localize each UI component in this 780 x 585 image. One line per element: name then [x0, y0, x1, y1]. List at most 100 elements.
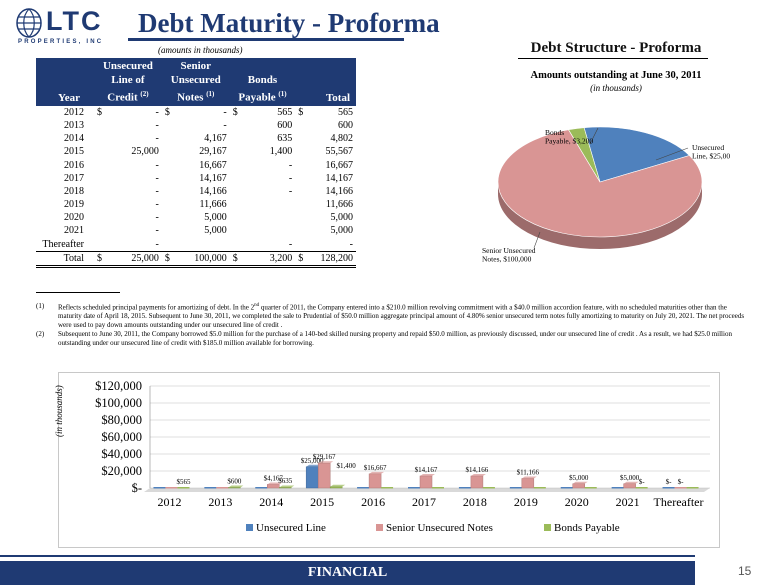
- bar-unsecured-line: [204, 487, 217, 489]
- dollar-sign: [162, 238, 172, 252]
- header-unsecured-line: Unsecured Line of Credit (2): [94, 58, 162, 106]
- dollar-sign: [162, 185, 172, 198]
- y-tick-label: $100,000: [95, 396, 142, 410]
- year-cell: 2013: [64, 119, 84, 131]
- bar-bonds-payable: [432, 487, 444, 489]
- company-logo: LTC PROPERTIES, INC: [16, 6, 124, 48]
- total-cell: 5,000: [330, 212, 354, 224]
- legend-label: Bonds Payable: [554, 522, 620, 534]
- y-tick-label: $80,000: [101, 413, 142, 427]
- legend-swatch-unsecured-line: [246, 524, 253, 531]
- bar-senior-unsecured-notes: [623, 483, 636, 489]
- bar-data-label: $-: [639, 478, 646, 486]
- footer-bar: [0, 561, 695, 585]
- bar-unsecured-line: [509, 487, 522, 489]
- senior-notes-cell: 100,000: [171, 250, 230, 268]
- bar-data-label: $4,167: [264, 474, 284, 482]
- senior-notes-cell: -: [223, 106, 227, 118]
- senior-notes-cell: 16,667: [199, 159, 227, 171]
- senior-notes-cell: 5,000: [204, 212, 227, 224]
- unsecured-line-cell: 25,000: [131, 146, 159, 158]
- year-cell: 2021: [64, 225, 84, 237]
- dollar-sign: [94, 185, 104, 198]
- pie-side-senior-unsecured-notes: [498, 182, 702, 249]
- x-tick-label: 2019: [514, 495, 538, 509]
- pie-label-bonds-payable: Bonds Payable, $3,200: [545, 128, 593, 146]
- unsecured-line-cell: -: [155, 212, 159, 224]
- pie-chart-subtitle: Amounts outstanding at June 30, 2011: [530, 70, 702, 81]
- bar-senior-unsecured-notes: [674, 487, 687, 489]
- bar-top-face: [318, 461, 334, 464]
- x-tick-label: 2017: [412, 495, 436, 509]
- bar-bonds-payable: [635, 487, 648, 489]
- table-row: 2015 25,000 29,167 1,400 55,567: [36, 145, 356, 158]
- bar-bonds-payable: [279, 487, 292, 489]
- x-tick-label: 2014: [259, 495, 283, 509]
- bar-senior-unsecured-notes: [165, 487, 178, 489]
- dollar-sign: $: [161, 250, 172, 268]
- bar-top-face: [470, 473, 486, 476]
- pie-label-senior-unsecured-notes: Senior Unsecured Notes, $100,000: [482, 246, 536, 264]
- bar-data-label: $-: [666, 478, 673, 486]
- footnotes: (1) Reflects scheduled principal payment…: [36, 302, 752, 348]
- bonds-payable-cell: -: [288, 172, 293, 184]
- table-row: 2021 - 5,000 5,000: [36, 224, 356, 237]
- page-number: 15: [738, 564, 752, 578]
- bar-data-label: $16,667: [364, 464, 387, 472]
- senior-notes-cell: 14,167: [199, 172, 227, 184]
- bar-senior-unsecured-notes: [419, 475, 433, 489]
- dollar-sign: [94, 238, 104, 252]
- footer-rule: [0, 555, 695, 557]
- table-total-row: Total $25,000 $100,000 $3,200 $128,200: [36, 250, 356, 268]
- bonds-payable-cell: 565: [277, 106, 293, 118]
- bar-data-label: $-: [678, 478, 685, 486]
- bar-data-label: $600: [227, 477, 242, 485]
- bar-data-label: $29,167: [313, 453, 336, 461]
- bar-top-face: [572, 481, 588, 484]
- dollar-sign: $: [298, 106, 304, 118]
- dollar-sign: [94, 145, 104, 158]
- total-cell: 600: [338, 119, 353, 131]
- legend-swatch-senior-unsecured-notes: [376, 524, 383, 531]
- senior-notes-cell: -: [223, 119, 227, 131]
- bar-bonds-payable: [482, 487, 495, 489]
- bonds-payable-cell: -: [288, 159, 293, 171]
- x-tick-label: Thereafter: [654, 495, 704, 509]
- year-cell: 2016: [64, 159, 84, 171]
- dollar-sign: [94, 132, 104, 145]
- total-cell: 14,166: [325, 185, 354, 197]
- pie-title-underline: [518, 58, 708, 59]
- total-cell: 4,802: [330, 133, 354, 145]
- total-cell: 128,200: [305, 250, 356, 268]
- bar-senior-unsecured-notes: [317, 462, 331, 489]
- bar-data-label: $11,166: [517, 469, 540, 477]
- table-row: 2016 - 16,667 - 16,667: [36, 158, 356, 171]
- year-cell: Thereafter: [42, 238, 84, 250]
- unsecured-line-cell: 25,000: [104, 250, 162, 268]
- bar-bonds-payable: [329, 486, 343, 489]
- total-cell: 5,000: [330, 225, 354, 237]
- bonds-payable-cell: 600: [277, 119, 293, 131]
- year-cell: 2019: [64, 199, 84, 211]
- dollar-sign: [94, 172, 104, 185]
- header-bonds-payable: Bonds Payable (1): [229, 58, 296, 106]
- pie-slice-senior-unsecured-notes: [497, 129, 703, 238]
- dollar-sign: [295, 238, 305, 252]
- year-cell: 2020: [64, 212, 84, 224]
- bar-unsecured-line: [408, 487, 420, 489]
- legend-swatch-bonds-payable: [544, 524, 551, 531]
- page-subtitle: (amounts in thousands): [158, 45, 243, 55]
- dollar-sign: $: [164, 106, 170, 118]
- dollar-sign: [295, 119, 305, 132]
- senior-notes-cell: 4,167: [204, 133, 227, 145]
- bar-bonds-payable: [584, 487, 597, 489]
- y-tick-label: $20,000: [101, 464, 142, 478]
- year-cell: 2014: [64, 133, 84, 145]
- unsecured-line-cell: -: [155, 225, 159, 237]
- legend-label: Senior Unsecured Notes: [386, 522, 493, 534]
- bar-unsecured-line: [153, 487, 166, 489]
- debt-structure-pie-chart: Unsecured Line, $25,000 Senior Unsecured No…: [482, 126, 730, 264]
- total-cell: -: [349, 238, 353, 250]
- pie-chart-title: Debt Structure - Proforma: [530, 40, 702, 56]
- unsecured-line-cell: -: [155, 238, 159, 250]
